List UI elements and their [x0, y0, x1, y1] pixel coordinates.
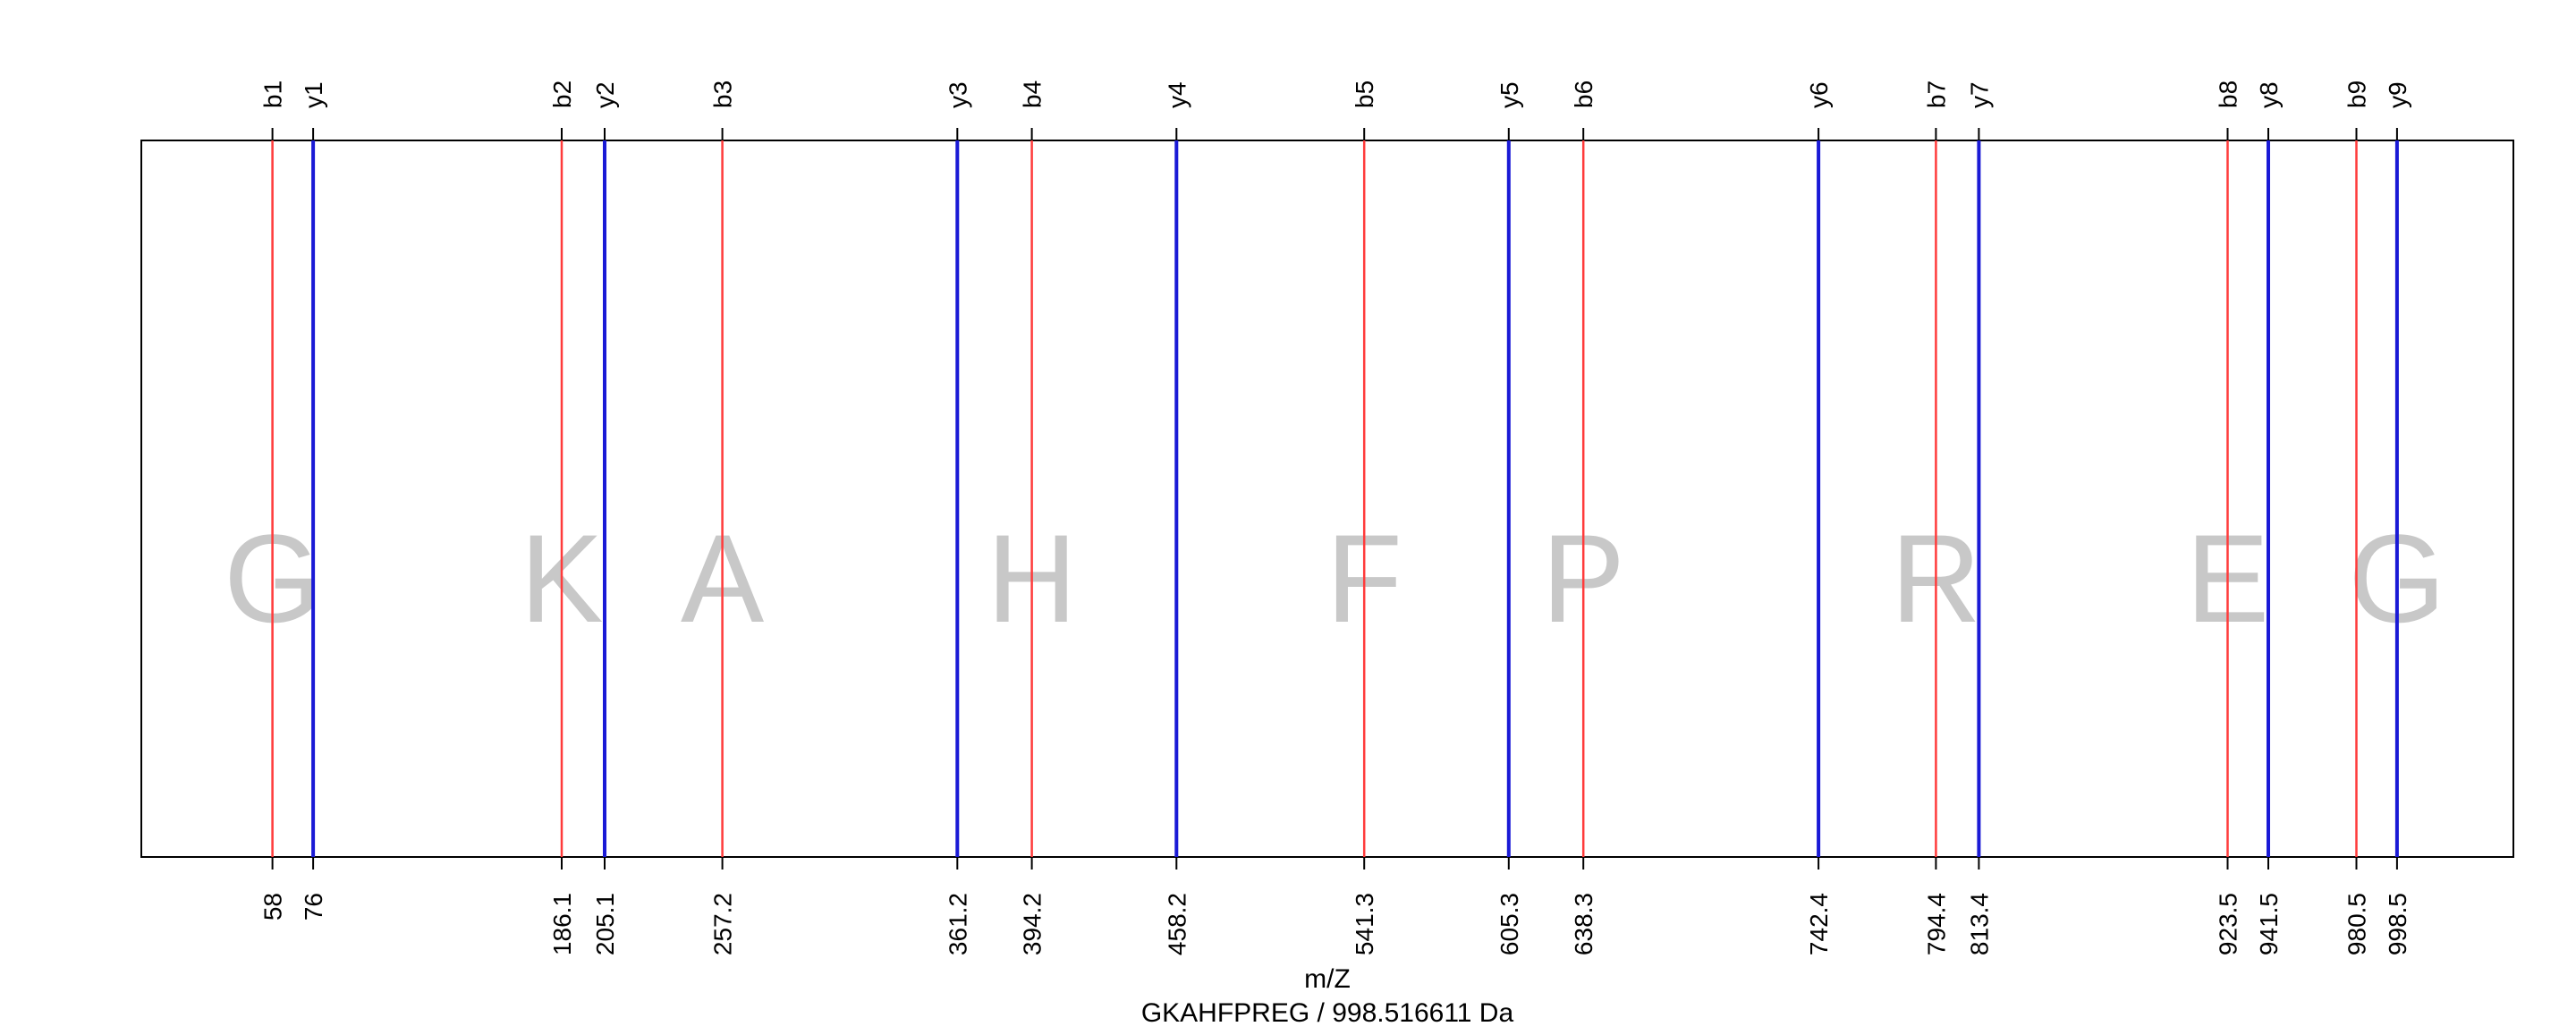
mz-tick-label: 742.4 [1805, 893, 1833, 955]
ion-label: y5 [1496, 81, 1523, 108]
ion-label: b2 [548, 81, 576, 108]
ion-label: y1 [300, 81, 327, 108]
mz-tick-label: 257.2 [709, 893, 737, 955]
mz-tick-label: 394.2 [1019, 893, 1046, 955]
mz-tick-label: 638.3 [1570, 893, 1597, 955]
plot-frame [140, 140, 2514, 858]
mz-tick-label: 980.5 [2343, 893, 2371, 955]
ion-label: y6 [1805, 81, 1833, 108]
ion-label: y7 [1965, 81, 1993, 108]
mz-tick-label: 605.3 [1496, 893, 1523, 955]
ion-label: b7 [1922, 81, 1950, 108]
ion-label: b8 [2215, 81, 2242, 108]
ion-label: b4 [1019, 81, 1046, 108]
ion-label: y9 [2384, 81, 2411, 108]
ion-label: y4 [1163, 81, 1191, 108]
mz-tick-label: 998.5 [2384, 893, 2411, 955]
mz-tick-label: 794.4 [1922, 893, 1950, 955]
ion-label: b5 [1351, 81, 1378, 108]
mz-tick-label: 76 [300, 893, 327, 920]
mz-tick-label: 458.2 [1163, 893, 1191, 955]
ion-label: y2 [591, 81, 619, 108]
ion-label: b3 [709, 81, 737, 108]
ion-labels: b1 y1 b2 y2 b3 y3 b4 y4 b5 y5 b6 y6 b7 y7 b8 y8 b9 y9 [259, 81, 2411, 140]
ion-label: b1 [259, 81, 287, 108]
ion-label: b6 [1570, 81, 1597, 108]
mz-tick-label: 361.2 [944, 893, 971, 955]
ion-label: y3 [944, 81, 971, 108]
mz-tick-label: 205.1 [591, 893, 619, 955]
chart-subtitle: GKAHFPREG / 998.516611 Da [1141, 998, 1514, 1028]
mz-tick-label: 941.5 [2255, 893, 2283, 955]
ion-lines [271, 140, 2399, 857]
mz-tick-label: 58 [259, 893, 287, 920]
mz-tick-labels: 58 76 186.1 205.1 257.2 361.2 394.2 458.2 541.3 6… [259, 857, 2411, 955]
mz-tick-label: 813.4 [1965, 893, 1993, 955]
mz-tick-label: 923.5 [2215, 893, 2242, 955]
x-axis-label: m/Z [1304, 964, 1351, 994]
mz-tick-label: 541.3 [1351, 893, 1378, 955]
mz-tick-label: 186.1 [548, 893, 576, 955]
ion-label: b9 [2343, 81, 2371, 108]
ion-label: y8 [2255, 81, 2283, 108]
